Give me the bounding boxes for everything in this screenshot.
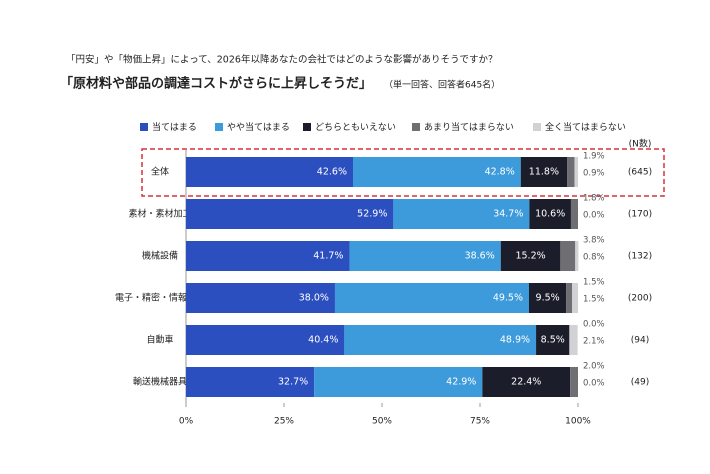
value-label: 11.8% — [529, 167, 559, 178]
bar-segment — [186, 157, 353, 187]
bar-segment — [575, 241, 579, 271]
value-label: 8.5% — [541, 335, 565, 346]
value-label: 1.5% — [583, 295, 605, 305]
value-label: 42.6% — [317, 167, 347, 178]
x-tick-label: 75% — [470, 417, 490, 427]
legend-label: どちらともいえない — [315, 122, 396, 133]
legend-label: 当てはまる — [152, 121, 197, 133]
bar-segment — [529, 199, 571, 229]
count-label: (200) — [628, 294, 652, 304]
bar-segment — [352, 157, 521, 187]
bar-segment — [186, 199, 394, 229]
x-tick-label: 25% — [274, 417, 294, 427]
value-label: 2.0% — [583, 362, 605, 372]
bar-segment — [334, 283, 529, 313]
count-label: (94) — [631, 336, 649, 346]
x-tick-label: 50% — [372, 417, 392, 427]
bar-segment — [349, 241, 501, 271]
legend-swatch — [533, 123, 541, 131]
chart-note: （単一回答、回答者645名） — [384, 79, 500, 91]
value-label: 41.7% — [313, 251, 343, 262]
bar-segment — [566, 283, 573, 313]
legend-label: 全く当てはまらない — [545, 121, 626, 133]
bar-segment — [572, 283, 578, 313]
bar-segment — [569, 325, 578, 355]
value-label: 38.6% — [465, 251, 495, 262]
bar-segment — [570, 199, 578, 229]
value-label: 38.0% — [299, 293, 329, 304]
bar-segment — [393, 199, 530, 229]
value-label: 48.9% — [500, 335, 530, 346]
value-label: 15.2% — [515, 251, 545, 262]
count-label: (132) — [628, 252, 652, 262]
legend-swatch — [140, 123, 148, 131]
value-label: 0.8% — [583, 253, 605, 263]
category-label: 全体 — [151, 166, 169, 178]
count-label: (49) — [631, 378, 649, 388]
category-label: 輸送機械器具 — [133, 376, 187, 388]
value-label: 0.0% — [583, 320, 605, 330]
value-label: 0.9% — [583, 169, 605, 179]
legend-swatch — [412, 123, 420, 131]
value-label: 34.7% — [493, 209, 523, 220]
category-label: 素材・素材加工 — [128, 208, 191, 220]
chart-subtitle: 「原材料や部品の調達コストがさらに上昇しそうだ」 — [60, 76, 372, 92]
bar-segment — [186, 325, 345, 355]
bar-segment — [500, 241, 561, 271]
legend-swatch — [215, 123, 223, 131]
bar-segment — [560, 241, 576, 271]
x-tick-label: 0% — [179, 417, 194, 427]
value-label: 52.9% — [357, 209, 387, 220]
bar-segment — [186, 241, 350, 271]
category-label: 電子・精密・情報機器 — [115, 292, 205, 304]
legend-label: あまり当てはまらない — [424, 121, 514, 133]
value-label: 0.0% — [583, 211, 605, 221]
value-label: 0.0% — [583, 379, 605, 389]
bar-segment — [186, 283, 335, 313]
category-label: 機械設備 — [142, 250, 178, 262]
bar-segment — [574, 157, 578, 187]
value-label: 10.6% — [535, 209, 565, 220]
value-label: 22.4% — [511, 377, 541, 388]
bar-segment — [344, 325, 537, 355]
bar-segment — [520, 157, 568, 187]
value-label: 2.1% — [583, 337, 605, 347]
value-label: 1.5% — [583, 278, 605, 288]
bar-segment — [314, 367, 483, 397]
value-label: 40.4% — [308, 335, 338, 346]
value-label: 9.5% — [536, 293, 560, 304]
bar-segment — [529, 283, 567, 313]
value-label: 42.8% — [485, 167, 515, 178]
legend-label: やや当てはまる — [227, 121, 290, 133]
legend-swatch — [303, 123, 311, 131]
value-label: 42.9% — [446, 377, 476, 388]
value-label: 49.5% — [493, 293, 523, 304]
bar-segment — [567, 157, 575, 187]
count-label: (645) — [628, 168, 652, 178]
counts-header: (N数) — [629, 138, 652, 150]
category-label: 自動車 — [146, 334, 173, 346]
highlight-box — [141, 148, 665, 197]
bar-segment — [570, 367, 578, 397]
value-label: 3.8% — [583, 236, 605, 246]
value-label: 1.9% — [583, 152, 605, 162]
value-label: 32.7% — [278, 377, 308, 388]
bar-segment — [536, 325, 570, 355]
value-label: 1.8% — [583, 194, 605, 204]
chart-title: 「円安」や「物価上昇」によって、2026年以降あなたの会社ではどのような影響があ… — [66, 54, 497, 66]
bar-segment — [186, 367, 315, 397]
count-label: (170) — [628, 210, 652, 220]
x-tick-label: 100% — [565, 417, 591, 427]
bar-segment — [482, 367, 571, 397]
